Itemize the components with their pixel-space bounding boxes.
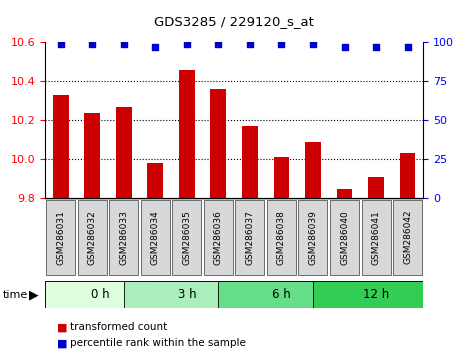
Bar [298, 200, 327, 275]
Text: ▶: ▶ [29, 288, 39, 301]
Bar [330, 200, 359, 275]
Bar [109, 200, 138, 275]
Text: GSM286038: GSM286038 [277, 210, 286, 265]
Bar [148, 163, 163, 198]
Text: GSM286037: GSM286037 [245, 210, 254, 265]
Text: ■: ■ [57, 322, 67, 332]
Bar [368, 177, 384, 198]
Bar [84, 113, 100, 198]
Text: 3 h: 3 h [177, 288, 196, 301]
Bar [116, 107, 131, 198]
Point [57, 41, 64, 47]
Text: time: time [2, 290, 27, 300]
Text: GSM286041: GSM286041 [371, 210, 381, 264]
Bar [242, 126, 258, 198]
Bar [45, 281, 155, 308]
Bar [210, 89, 226, 198]
Point [88, 41, 96, 47]
Text: 12 h: 12 h [363, 288, 389, 301]
Point [372, 44, 380, 50]
Bar [124, 281, 250, 308]
Point [183, 41, 191, 47]
Point [309, 41, 317, 47]
Bar [204, 200, 233, 275]
Text: GSM286032: GSM286032 [88, 210, 97, 264]
Text: GSM286040: GSM286040 [340, 210, 349, 264]
Point [151, 44, 159, 50]
Bar [236, 200, 264, 275]
Bar [46, 200, 75, 275]
Text: GSM286031: GSM286031 [56, 210, 65, 265]
Bar [337, 188, 352, 198]
Bar [53, 95, 69, 198]
Bar [219, 281, 344, 308]
Text: 6 h: 6 h [272, 288, 291, 301]
Text: GSM286033: GSM286033 [119, 210, 128, 265]
Bar [313, 281, 439, 308]
Text: GSM286039: GSM286039 [308, 210, 317, 265]
Text: GSM286035: GSM286035 [182, 210, 192, 265]
Bar [273, 157, 289, 198]
Point [341, 44, 348, 50]
Text: GSM286034: GSM286034 [151, 210, 160, 264]
Bar [393, 200, 422, 275]
Bar [78, 200, 107, 275]
Text: GDS3285 / 229120_s_at: GDS3285 / 229120_s_at [154, 15, 314, 28]
Text: GSM286036: GSM286036 [214, 210, 223, 265]
Text: GSM286042: GSM286042 [403, 210, 412, 264]
Point [404, 44, 412, 50]
Point [215, 41, 222, 47]
Point [120, 41, 128, 47]
Bar [179, 70, 195, 198]
Point [246, 41, 254, 47]
Bar [172, 200, 201, 275]
Bar [400, 153, 415, 198]
Bar [305, 142, 321, 198]
Text: 0 h: 0 h [91, 288, 109, 301]
Point [278, 41, 285, 47]
Bar [361, 200, 391, 275]
Bar [267, 200, 296, 275]
Text: transformed count: transformed count [70, 322, 167, 332]
Text: percentile rank within the sample: percentile rank within the sample [70, 338, 246, 348]
Text: ■: ■ [57, 338, 67, 348]
Bar [141, 200, 170, 275]
